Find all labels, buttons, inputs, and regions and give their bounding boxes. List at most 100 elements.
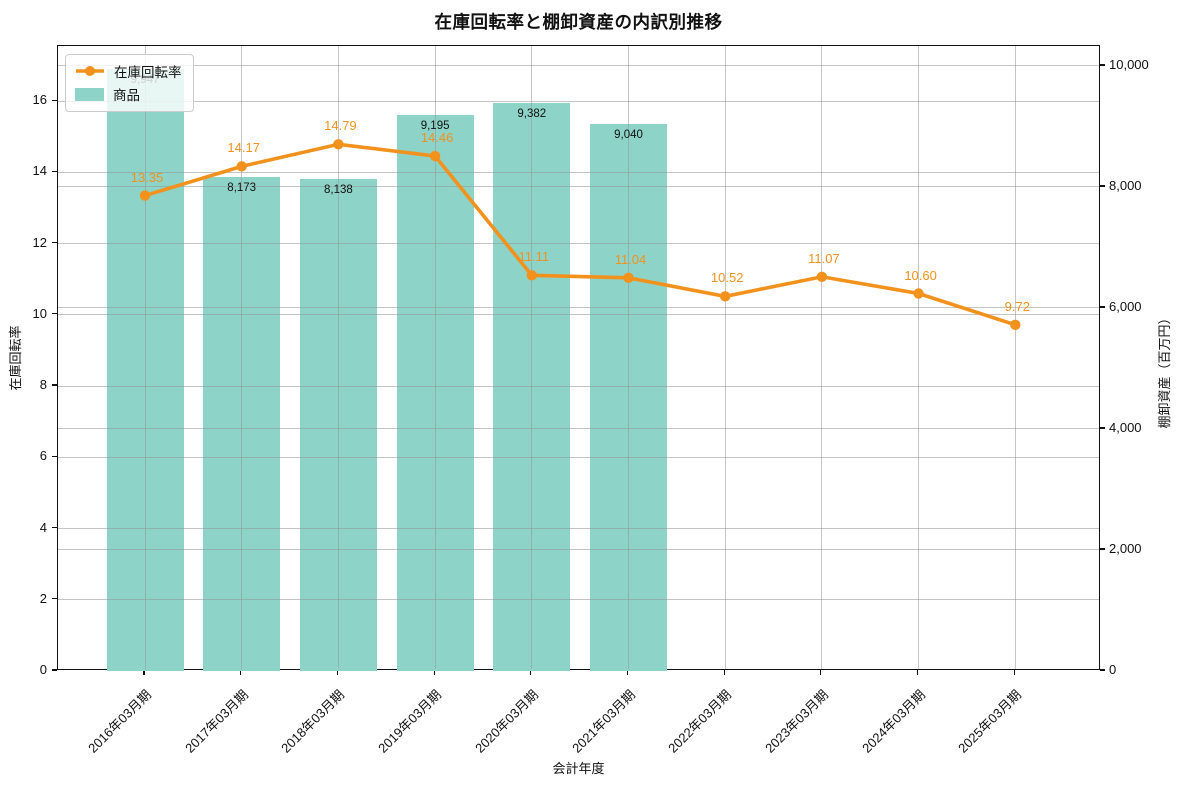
line-point-label: 14.79 <box>324 118 357 134</box>
bar-value-label: 9,195 <box>420 119 450 132</box>
grid-line-v <box>1014 46 1016 669</box>
y-axis-tick-left <box>52 242 57 244</box>
bar-value-label: 8,173 <box>227 181 257 194</box>
turnover-line-chart <box>139 139 1021 331</box>
left-axis-label: 在庫回転率 <box>8 325 23 391</box>
y-tick-label-right: 0 <box>1109 662 1117 677</box>
y-axis-tick-left <box>52 313 57 315</box>
line-point-label: 13.35 <box>130 169 164 185</box>
grid-line-v <box>434 46 436 669</box>
grid-line-h <box>58 186 1099 188</box>
line-point-marker <box>139 190 151 201</box>
y-axis-tick-left <box>52 170 57 172</box>
y-tick-label-left: 2 <box>39 590 47 606</box>
x-tick-label: 2019年03月期 <box>375 686 445 756</box>
line-point-marker <box>333 139 344 150</box>
line-point-label: 14.46 <box>420 130 454 146</box>
line-point-label: 11.11 <box>518 249 550 265</box>
y-axis-tick-left <box>52 669 57 671</box>
y-tick-label-right: 10,000 <box>1109 56 1149 72</box>
y-axis-tick-left <box>52 384 57 386</box>
y-axis-tick-left <box>52 598 57 600</box>
line-point-marker <box>720 291 731 302</box>
grid-line-v <box>337 46 339 669</box>
turnover-line <box>144 142 1016 327</box>
grid-line-h <box>58 428 1099 430</box>
grid-line-h <box>58 65 1099 67</box>
y-tick-label-right: 4,000 <box>1109 419 1142 435</box>
chart-title: 在庫回転率と棚卸資産の内訳別推移 <box>434 12 723 32</box>
line-point-label: 10.60 <box>904 267 937 283</box>
line-series-swatch-icon <box>76 66 104 76</box>
grid-line-v <box>628 46 629 669</box>
line-point-label: 9.72 <box>1004 298 1030 314</box>
y-tick-label-right: 2,000 <box>1109 540 1142 556</box>
bar-value-label: 9,040 <box>614 129 643 142</box>
grid-line-h <box>58 528 1099 530</box>
labels-layer: 9,9478,1738,1389,1959,3829,04013.3514.17… <box>58 46 1099 669</box>
grid-line-v <box>918 46 920 669</box>
x-tick-label: 2018年03月期 <box>278 686 348 756</box>
x-axis-tick <box>336 670 338 675</box>
grid-line-h <box>58 171 1099 173</box>
legend-item-line: 在庫回転率 <box>75 61 182 81</box>
x-tick-label: 2016年03月期 <box>85 686 155 756</box>
legend-label-bar: 商品 <box>113 88 140 103</box>
legend: 在庫回転率 商品 <box>65 54 194 112</box>
right-axis-label: 棚卸資産（百万円） <box>1157 311 1172 429</box>
x-tick-label: 2025年03月期 <box>955 686 1025 756</box>
grid-line-v <box>144 46 146 669</box>
grid-layer <box>58 46 1099 669</box>
grid-line-v <box>241 46 243 669</box>
line-point-marker <box>526 270 537 281</box>
grid-line-h <box>58 549 1099 551</box>
grid-line-h <box>58 314 1099 316</box>
line-point-marker <box>623 272 634 284</box>
x-tick-label: 2020年03月期 <box>471 686 541 756</box>
grid-line-v <box>724 46 726 669</box>
line-point-marker <box>1010 319 1021 331</box>
grid-line-h <box>58 243 1099 245</box>
plot-area: 9,9478,1738,1389,1959,3829,04013.3514.17… <box>57 45 1100 671</box>
x-tick-label: 2023年03月期 <box>762 686 831 756</box>
y-tick-label-left: 12 <box>32 234 47 250</box>
y-axis-tick-right <box>1100 64 1105 66</box>
x-axis-tick <box>820 670 822 675</box>
legend-item-bar: 商品 <box>75 84 182 104</box>
y-axis-tick-right <box>1100 306 1105 308</box>
grid-line-h <box>58 100 1099 102</box>
grid-line-v <box>531 46 533 669</box>
x-axis-tick <box>433 670 435 675</box>
line-point-label: 11.04 <box>614 251 647 267</box>
line-point-label: 11.07 <box>808 250 840 266</box>
grid-line-h <box>58 307 1099 309</box>
x-axis-tick <box>530 670 532 675</box>
x-axis-tick <box>143 670 145 675</box>
x-tick-label: 2017年03月期 <box>181 686 251 756</box>
y-tick-label-right: 6,000 <box>1109 298 1142 314</box>
y-tick-label-left: 16 <box>32 92 47 108</box>
y-tick-label-left: 6 <box>39 448 47 464</box>
grid-line-h <box>58 385 1099 387</box>
line-point-label: 10.52 <box>710 270 744 286</box>
y-axis-tick-left <box>52 526 57 529</box>
y-axis-tick-right <box>1100 185 1105 187</box>
y-axis-tick-left <box>52 455 57 457</box>
x-axis-tick <box>723 670 725 675</box>
y-tick-label-left: 8 <box>39 377 47 393</box>
x-tick-label: 2024年03月期 <box>858 686 928 756</box>
line-point-label: 14.17 <box>227 140 260 156</box>
x-axis-tick <box>1013 670 1015 675</box>
line-point-marker <box>236 161 247 172</box>
y-axis-tick-right <box>1100 427 1105 429</box>
line-point-marker <box>429 150 441 162</box>
bar-value-label: 9,382 <box>517 108 547 121</box>
y-axis-tick-right <box>1100 669 1105 671</box>
x-axis-label: 会計年度 <box>552 761 605 776</box>
y-axis-tick-right <box>1100 548 1105 550</box>
y-tick-label-left: 4 <box>39 519 47 535</box>
x-axis-tick <box>240 670 242 675</box>
grid-line-v <box>821 46 823 669</box>
legend-label-line: 在庫回転率 <box>114 65 182 80</box>
